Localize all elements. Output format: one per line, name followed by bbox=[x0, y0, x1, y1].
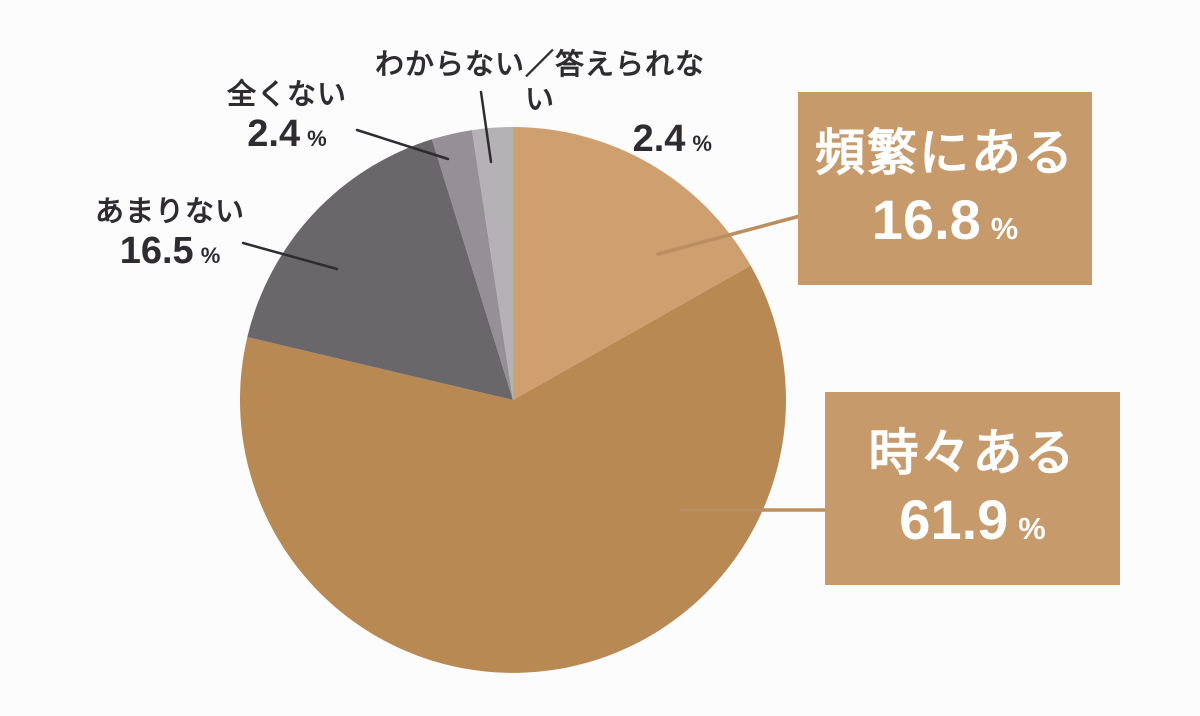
label-amarinai: あまりない 16.5% bbox=[88, 195, 252, 273]
pie-slice-5 bbox=[472, 127, 513, 400]
pct-value: 2.4 bbox=[632, 117, 686, 160]
pct-value: 2.4 bbox=[247, 112, 301, 155]
pct-value: 61.9 bbox=[899, 488, 1009, 552]
pct-unit: % bbox=[1018, 511, 1046, 547]
leader-line-hinpan bbox=[656, 214, 802, 256]
label-amarinai-pct: 16.5% bbox=[88, 230, 252, 274]
label-wakaranai-pct: 2.4% bbox=[364, 118, 716, 162]
callout-tokidoki-label: 時々ある bbox=[868, 424, 1077, 481]
pct-unit: % bbox=[307, 125, 327, 151]
label-wakaranai-text: わからない／答えられない bbox=[374, 49, 705, 116]
pct-unit: % bbox=[990, 211, 1019, 247]
pie-slice-4 bbox=[431, 130, 513, 400]
callout-hinpan-label: 頻繁にある bbox=[815, 124, 1075, 181]
label-mattakunai: 全くない 2.4% bbox=[212, 78, 362, 156]
pie-slice-3 bbox=[247, 139, 514, 401]
leader-line-wakaranai bbox=[479, 90, 493, 164]
pct-value: 16.5 bbox=[119, 229, 194, 272]
label-mattakunai-text: 全くない bbox=[226, 79, 347, 111]
callout-hinpan-ni-aru: 頻繁にある 16.8% bbox=[798, 92, 1092, 285]
pct-unit: % bbox=[692, 130, 712, 156]
pie-slice-1 bbox=[513, 127, 751, 400]
label-wakaranai: わからない／答えられない 2.4% bbox=[364, 48, 716, 161]
pct-value: 16.8 bbox=[871, 188, 981, 252]
label-mattakunai-pct: 2.4% bbox=[212, 113, 362, 157]
pie-slice-2 bbox=[239, 265, 786, 673]
callout-tokidoki-pct: 61.9% bbox=[899, 488, 1046, 552]
leader-line-amarinai bbox=[241, 241, 339, 271]
callout-hinpan-pct: 16.8% bbox=[871, 188, 1019, 252]
callout-tokidoki-aru: 時々ある 61.9% bbox=[825, 392, 1120, 585]
label-amarinai-text: あまりない bbox=[94, 196, 245, 228]
leader-line-mattakunai bbox=[355, 128, 450, 161]
pct-unit: % bbox=[200, 242, 221, 268]
